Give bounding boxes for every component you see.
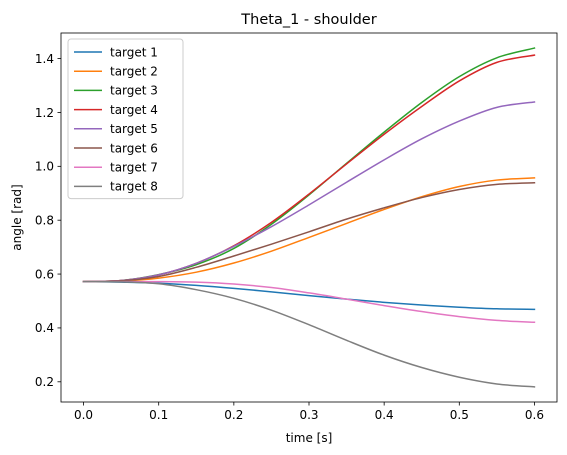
series-line-target-5	[82, 101, 536, 283]
legend-label-target-6: target 6	[110, 141, 158, 155]
x-tick-label: 0.6	[525, 408, 544, 422]
series-line-target-8	[82, 280, 536, 388]
series-line-target-7	[82, 280, 536, 324]
legend-label-target-8: target 8	[110, 180, 158, 194]
chart-title: Theta_1 - shoulder	[240, 12, 376, 28]
x-tick-label: 0.5	[450, 408, 469, 422]
x-axis-label: time [s]	[286, 431, 333, 445]
y-tick-label: 1.2	[35, 106, 54, 120]
legend-box	[67, 38, 184, 200]
series-line-target-6	[82, 181, 536, 283]
x-axis-ticks: 0.0 0.1 0.2 0.3 0.4 0.5 0.6	[74, 402, 544, 422]
legend-label-target-3: target 3	[110, 84, 158, 98]
legend-label-target-2: target 2	[110, 65, 158, 79]
x-tick-label: 0.4	[375, 408, 394, 422]
legend-label-target-4: target 4	[110, 103, 158, 117]
y-tick-label: 0.2	[35, 375, 54, 389]
y-tick-label: 0.6	[35, 267, 54, 281]
x-tick-label: 0.2	[224, 408, 243, 422]
x-tick-label: 0.0	[74, 408, 93, 422]
series-line-target-2	[82, 177, 536, 283]
y-axis-ticks: 0.2 0.4 0.6 0.8 1.0 1.2 1.4	[35, 52, 61, 389]
legend-label-target-7: target 7	[110, 161, 158, 175]
y-tick-label: 1.4	[35, 52, 54, 66]
y-tick-label: 0.8	[35, 213, 54, 227]
legend-label-target-1: target 1	[110, 45, 158, 59]
y-axis-label: angle [rad]	[10, 184, 24, 250]
legend: target 1 target 2 target 3 target 4 target 5…	[67, 38, 184, 200]
y-tick-label: 0.4	[35, 321, 54, 335]
x-tick-label: 0.3	[299, 408, 318, 422]
legend-label-target-5: target 5	[110, 122, 158, 136]
x-tick-label: 0.1	[149, 408, 168, 422]
y-tick-label: 1.0	[35, 160, 54, 174]
series-layer	[82, 47, 536, 388]
